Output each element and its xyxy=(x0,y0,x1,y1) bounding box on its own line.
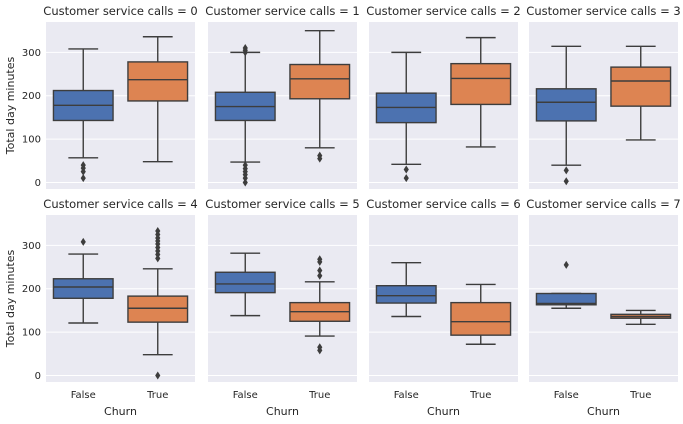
panel-background xyxy=(208,215,357,382)
outlier-point xyxy=(563,166,569,175)
x-axis-label: Churn xyxy=(266,405,299,418)
box-false xyxy=(535,292,597,306)
y-tick-label: 0 xyxy=(35,178,41,189)
outlier-point xyxy=(403,174,409,183)
y-tick-label: 300 xyxy=(22,241,41,252)
outlier-point xyxy=(563,260,569,269)
box-true xyxy=(610,66,672,107)
x-tick-label: True xyxy=(146,390,168,401)
outlier-point xyxy=(317,266,323,275)
panel-title: Customer service calls = 7 xyxy=(526,197,680,211)
box-true xyxy=(289,63,351,100)
outlier-point xyxy=(317,257,323,266)
panel-title: Customer service calls = 2 xyxy=(366,4,520,18)
x-tick-label: True xyxy=(629,390,651,401)
outlier-point xyxy=(155,254,161,263)
y-axis-label: Total day minutes xyxy=(4,250,17,349)
y-tick-label: 100 xyxy=(22,328,41,339)
panel-title: Customer service calls = 1 xyxy=(205,4,359,18)
outlier-point xyxy=(242,48,248,57)
panel-title: Customer service calls = 6 xyxy=(366,197,520,211)
outlier-point xyxy=(80,174,86,183)
panel-title: Customer service calls = 5 xyxy=(205,197,359,211)
x-axis-label: Churn xyxy=(587,405,620,418)
x-tick-label: False xyxy=(71,390,96,401)
outlier-point xyxy=(242,174,248,183)
x-tick-label: False xyxy=(554,390,579,401)
outlier-point xyxy=(563,177,569,186)
y-tick-label: 0 xyxy=(35,371,41,382)
panel-title: Customer service calls = 4 xyxy=(43,197,197,211)
outlier-point xyxy=(80,237,86,246)
x-axis-label: Churn xyxy=(104,405,137,418)
outlier-point xyxy=(403,165,409,174)
y-tick-label: 200 xyxy=(22,91,41,102)
x-tick-label: True xyxy=(469,390,491,401)
outlier-point xyxy=(317,271,323,280)
box-false xyxy=(375,285,437,304)
box-true xyxy=(127,61,189,102)
outlier-point xyxy=(317,154,323,163)
outlier-point xyxy=(242,178,248,187)
box-false xyxy=(535,88,597,122)
x-axis-label: Churn xyxy=(427,405,460,418)
box-true xyxy=(450,301,512,336)
panel-title: Customer service calls = 0 xyxy=(43,4,197,18)
panel-title: Customer service calls = 3 xyxy=(526,4,680,18)
outlier-point xyxy=(80,167,86,176)
x-tick-label: False xyxy=(233,390,258,401)
box-true xyxy=(450,62,512,106)
x-tick-label: False xyxy=(394,390,419,401)
box-false xyxy=(52,278,114,299)
y-tick-label: 100 xyxy=(22,135,41,146)
box-true xyxy=(127,295,189,323)
outlier-point xyxy=(155,371,161,380)
x-tick-label: True xyxy=(308,390,330,401)
outlier-point xyxy=(317,346,323,355)
y-axis-label: Total day minutes xyxy=(4,57,17,156)
box-false xyxy=(214,271,276,294)
y-tick-label: 200 xyxy=(22,284,41,295)
y-tick-label: 300 xyxy=(22,48,41,59)
